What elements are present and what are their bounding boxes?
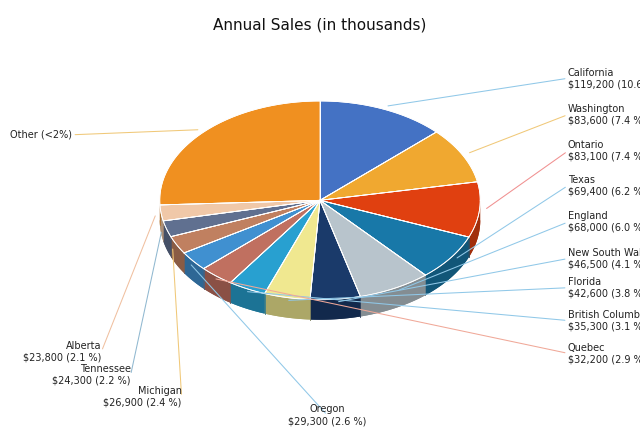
Text: Tennessee
$24,300 (2.2 %): Tennessee $24,300 (2.2 %) xyxy=(52,364,131,386)
Polygon shape xyxy=(204,220,320,303)
Polygon shape xyxy=(171,220,320,273)
Text: Other (<2%): Other (<2%) xyxy=(10,130,72,140)
Text: British Columbia
$35,300 (3.1 %): British Columbia $35,300 (3.1 %) xyxy=(568,310,640,332)
Polygon shape xyxy=(160,200,320,221)
Polygon shape xyxy=(160,220,320,241)
Polygon shape xyxy=(264,220,320,319)
Text: Quebec
$32,200 (2.9 %): Quebec $32,200 (2.9 %) xyxy=(568,343,640,364)
Polygon shape xyxy=(320,132,477,200)
Polygon shape xyxy=(310,220,360,320)
Text: New South Wales
$46,500 (4.1 %): New South Wales $46,500 (4.1 %) xyxy=(568,248,640,269)
Text: Ontario
$83,100 (7.4 %): Ontario $83,100 (7.4 %) xyxy=(568,140,640,162)
Polygon shape xyxy=(163,200,320,237)
Text: Oregon
$29,300 (2.6 %): Oregon $29,300 (2.6 %) xyxy=(288,405,367,426)
Polygon shape xyxy=(320,220,480,257)
Polygon shape xyxy=(320,182,480,237)
Polygon shape xyxy=(204,269,230,303)
Polygon shape xyxy=(184,220,320,289)
Text: Annual Sales (in thousands): Annual Sales (in thousands) xyxy=(213,18,427,33)
Polygon shape xyxy=(160,101,320,205)
Polygon shape xyxy=(163,220,320,257)
Polygon shape xyxy=(204,200,320,283)
Polygon shape xyxy=(360,275,426,317)
Polygon shape xyxy=(163,221,171,257)
Text: England
$68,000 (6.0 %): England $68,000 (6.0 %) xyxy=(568,211,640,233)
Polygon shape xyxy=(264,293,310,319)
Polygon shape xyxy=(160,220,320,225)
Text: Alberta
$23,800 (2.1 %): Alberta $23,800 (2.1 %) xyxy=(23,340,102,362)
Polygon shape xyxy=(230,200,320,293)
Polygon shape xyxy=(320,200,426,297)
Text: California
$119,200 (10.6 %): California $119,200 (10.6 %) xyxy=(568,68,640,89)
Text: Washington
$83,600 (7.4 %): Washington $83,600 (7.4 %) xyxy=(568,104,640,125)
Polygon shape xyxy=(310,200,360,300)
Text: Florida
$42,600 (3.8 %): Florida $42,600 (3.8 %) xyxy=(568,277,640,298)
Text: Michigan
$26,900 (2.4 %): Michigan $26,900 (2.4 %) xyxy=(103,386,182,408)
Polygon shape xyxy=(171,200,320,253)
Polygon shape xyxy=(230,220,320,314)
Polygon shape xyxy=(171,237,184,273)
Polygon shape xyxy=(310,297,360,320)
Polygon shape xyxy=(160,205,163,241)
Polygon shape xyxy=(320,101,436,200)
Polygon shape xyxy=(320,220,426,317)
Polygon shape xyxy=(264,200,320,300)
Polygon shape xyxy=(184,253,204,289)
Text: Texas
$69,400 (6.2 %): Texas $69,400 (6.2 %) xyxy=(568,175,640,197)
Polygon shape xyxy=(469,200,480,257)
Polygon shape xyxy=(320,220,469,295)
Polygon shape xyxy=(184,200,320,269)
Polygon shape xyxy=(426,237,469,295)
Polygon shape xyxy=(230,283,264,314)
Polygon shape xyxy=(320,200,469,275)
